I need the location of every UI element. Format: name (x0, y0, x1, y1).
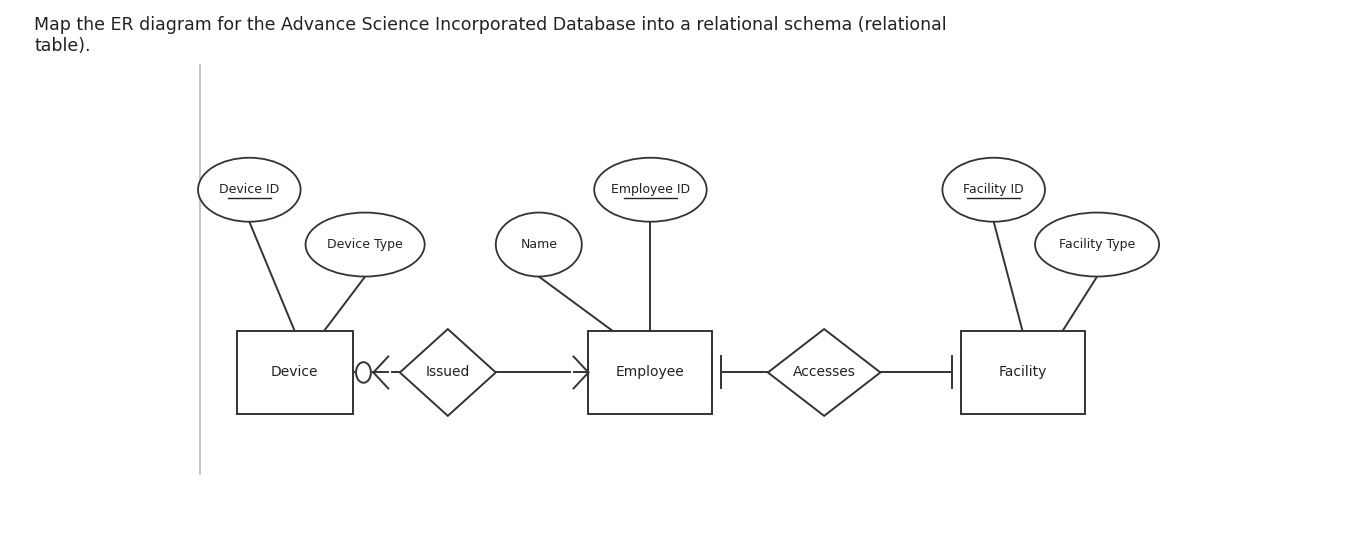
Text: Device Type: Device Type (328, 238, 403, 251)
Polygon shape (400, 329, 496, 416)
Ellipse shape (594, 158, 706, 222)
Ellipse shape (496, 213, 582, 277)
Bar (236, 331, 352, 414)
Text: Map the ER diagram for the Advance Science Incorporated Database into a relation: Map the ER diagram for the Advance Scien… (34, 16, 947, 55)
Ellipse shape (1035, 213, 1160, 277)
Text: Name: Name (520, 238, 557, 251)
Ellipse shape (306, 213, 425, 277)
Circle shape (357, 362, 372, 383)
Text: Issued: Issued (426, 365, 470, 380)
Text: Device: Device (270, 365, 318, 380)
Bar (589, 331, 713, 414)
Text: Employee: Employee (616, 365, 684, 380)
Text: Facility ID: Facility ID (963, 183, 1024, 196)
Polygon shape (768, 329, 880, 416)
Bar (960, 331, 1085, 414)
Text: Employee ID: Employee ID (611, 183, 690, 196)
Text: Facility Type: Facility Type (1059, 238, 1135, 251)
Ellipse shape (198, 158, 301, 222)
Ellipse shape (943, 158, 1045, 222)
Text: Accesses: Accesses (792, 365, 855, 380)
Text: Device ID: Device ID (219, 183, 280, 196)
Text: Facility: Facility (999, 365, 1046, 380)
